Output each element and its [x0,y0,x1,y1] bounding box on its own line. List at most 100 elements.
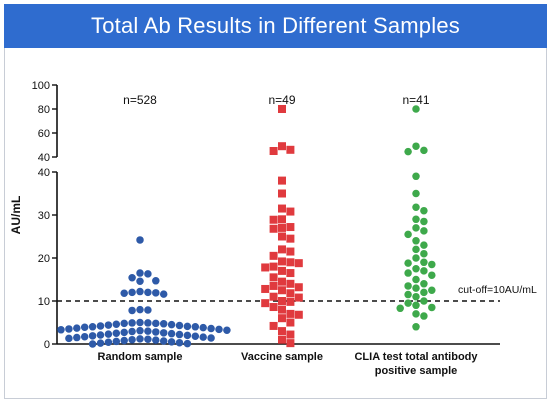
y-tick-label: 80 [38,104,50,116]
data-point-circle [183,322,192,331]
data-point-square [278,314,286,323]
data-point-circle [420,267,428,275]
data-point-circle [144,288,152,297]
chart-title: Total Ab Results in Different Samples [4,4,547,48]
data-point-circle [175,330,184,339]
data-point-circle [420,312,428,320]
data-point-circle [420,288,428,297]
data-point-circle [412,301,420,310]
data-point-circle [120,328,128,337]
data-point-circle [120,319,128,328]
data-point-circle [112,329,121,337]
data-point-circle [175,338,184,347]
data-point-square [278,215,286,224]
data-point-circle [88,323,97,331]
data-point-circle [404,290,412,299]
data-point-circle [152,336,160,344]
data-marks [57,105,436,348]
y-tick-label: 40 [38,167,50,179]
data-point-square [278,286,286,295]
data-point-circle [144,335,152,344]
data-point-circle [96,339,105,347]
data-point-circle [420,227,428,235]
data-point-circle [183,331,192,340]
data-point-square [286,289,295,298]
y-tick-label: 20 [38,253,50,265]
y-tick-label: 10 [38,296,50,308]
data-point-circle [420,249,428,258]
data-point-circle [80,332,89,341]
data-point-circle [159,337,168,345]
data-point-circle [144,327,152,335]
category-label: Vaccine sample [241,351,323,363]
data-point-circle [128,327,136,336]
data-point-circle [404,147,412,156]
data-point-circle [88,340,97,348]
data-point-square [278,297,286,305]
data-point-square [286,258,295,267]
data-point-square [286,223,295,232]
data-point-circle [420,280,428,288]
data-point-circle [136,269,144,277]
data-point-square [269,303,278,312]
data-point-circle [136,335,144,343]
data-point-circle [65,334,73,343]
data-point-circle [207,324,215,333]
data-point-square [278,204,286,213]
y-tick-label: 60 [38,128,50,140]
data-point-square [286,297,295,306]
data-point-circle [412,245,420,254]
data-point-square [278,305,286,314]
data-point-circle [152,328,160,336]
data-point-circle [412,292,420,301]
data-point-square [286,247,295,256]
data-point-square [286,234,295,243]
data-point-circle [404,299,412,307]
data-point-circle [136,318,144,327]
count-label: n=528 [123,93,157,107]
data-point-circle [167,329,176,338]
data-point-square [269,321,278,330]
data-point-circle [404,259,412,267]
data-point-circle [152,319,160,328]
data-point-circle [128,274,136,282]
data-point-square [269,224,278,233]
data-point-circle [128,319,136,327]
data-point-circle [428,271,436,279]
data-point-circle [412,189,420,198]
data-point-circle [412,254,420,262]
data-point-circle [412,224,420,232]
data-point-circle [136,305,144,314]
data-point-circle [136,277,144,285]
data-point-circle [412,323,420,331]
data-point-circle [191,332,200,341]
y-axis-label: AU/mL [9,196,23,235]
y-tick-label: 30 [38,210,50,222]
data-point-circle [420,146,428,155]
data-point-square [269,147,278,155]
data-point-square [278,142,286,151]
data-point-circle [428,286,436,294]
data-point-square [278,105,286,113]
data-point-circle [159,290,168,298]
count-label: n=49 [268,93,295,107]
data-point-circle [128,288,136,297]
count-label: n=41 [402,93,429,107]
data-point-circle [420,241,428,249]
data-point-circle [191,323,200,331]
y-tick-label: 100 [32,80,50,92]
data-point-circle [404,230,412,239]
data-point-circle [404,269,412,277]
data-point-circle [207,334,215,342]
data-point-circle [80,323,89,331]
data-point-circle [104,338,113,347]
data-point-square [286,339,295,348]
data-point-circle [428,303,436,312]
data-point-circle [136,287,144,296]
y-tick-label: 0 [44,339,50,351]
data-point-square [294,259,303,268]
data-point-square [261,263,270,272]
data-point-circle [404,282,412,290]
data-point-circle [120,336,128,345]
data-point-circle [420,217,428,226]
